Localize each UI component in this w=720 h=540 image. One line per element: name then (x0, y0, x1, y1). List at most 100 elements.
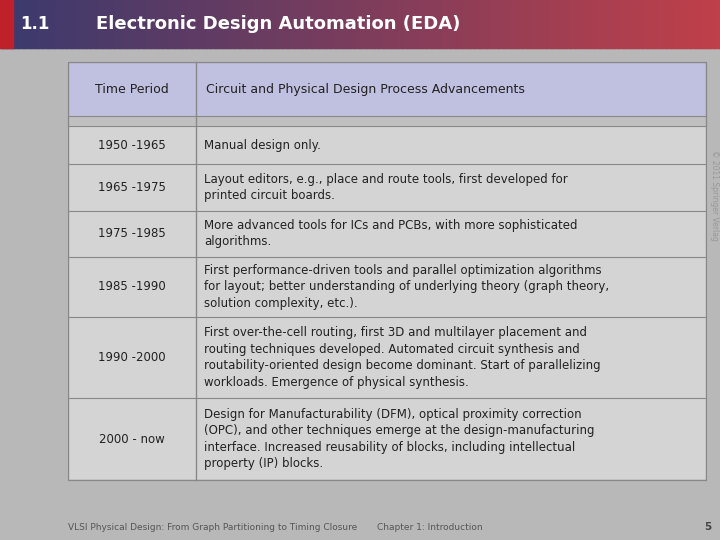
Bar (240, 0, 243, 48)
Bar (444, 0, 447, 48)
Bar (466, 0, 469, 48)
Bar (492, 0, 495, 48)
Bar (490, 0, 493, 48)
Bar (621, 0, 625, 48)
Bar (209, 0, 212, 48)
Bar (166, 0, 169, 48)
Bar (655, 0, 659, 48)
Bar (612, 0, 616, 48)
Bar (192, 0, 195, 48)
Bar (449, 0, 452, 48)
Bar (425, 0, 428, 48)
Bar (657, 0, 661, 48)
Bar (617, 0, 620, 48)
Bar (142, 0, 145, 48)
Bar (475, 0, 479, 48)
Bar (247, 0, 251, 48)
Bar (567, 0, 570, 48)
Bar (631, 0, 634, 48)
Bar (703, 0, 706, 48)
Bar (648, 0, 652, 48)
Bar (235, 0, 238, 48)
Bar (456, 0, 459, 48)
Text: Electronic Design Automation (EDA): Electronic Design Automation (EDA) (96, 15, 460, 33)
Bar (468, 0, 472, 48)
Bar (346, 0, 349, 48)
Bar (257, 0, 260, 48)
Bar (117, 0, 121, 48)
Bar (68, 317, 706, 399)
Bar (113, 0, 116, 48)
Bar (225, 0, 229, 48)
Bar (199, 0, 202, 48)
Bar (593, 0, 596, 48)
Bar (377, 0, 380, 48)
Bar (643, 0, 647, 48)
Bar (108, 0, 112, 48)
Bar (115, 0, 119, 48)
Bar (387, 0, 390, 48)
Bar (682, 0, 685, 48)
Bar (718, 0, 720, 48)
Bar (557, 0, 560, 48)
Bar (470, 0, 474, 48)
Bar (427, 0, 431, 48)
Bar (281, 0, 284, 48)
Bar (384, 0, 387, 48)
Bar (156, 0, 159, 48)
Bar (139, 0, 143, 48)
Bar (487, 0, 490, 48)
Bar (68, 126, 706, 164)
Bar (254, 0, 258, 48)
Bar (84, 0, 87, 48)
Bar (182, 0, 186, 48)
Bar (554, 0, 558, 48)
Bar (43, 0, 47, 48)
Bar (94, 0, 97, 48)
Bar (5, 0, 8, 48)
Bar (713, 0, 716, 48)
Bar (216, 0, 220, 48)
Bar (451, 0, 454, 48)
Bar (158, 0, 162, 48)
Bar (319, 0, 323, 48)
Bar (106, 0, 109, 48)
Bar (358, 0, 361, 48)
Bar (45, 0, 49, 48)
Bar (223, 0, 227, 48)
Bar (511, 0, 515, 48)
Bar (243, 0, 246, 48)
Bar (259, 0, 263, 48)
Bar (189, 0, 193, 48)
Bar (403, 0, 407, 48)
Bar (581, 0, 584, 48)
Bar (485, 0, 488, 48)
Bar (372, 0, 375, 48)
Bar (398, 0, 402, 48)
Bar (343, 0, 346, 48)
Bar (619, 0, 623, 48)
Bar (48, 0, 51, 48)
Bar (533, 0, 536, 48)
Bar (401, 0, 404, 48)
Bar (101, 0, 104, 48)
Bar (497, 0, 500, 48)
Bar (629, 0, 632, 48)
Bar (715, 0, 719, 48)
Bar (461, 0, 464, 48)
Bar (473, 0, 476, 48)
Bar (430, 0, 433, 48)
Bar (68, 399, 706, 480)
Bar (264, 0, 267, 48)
Bar (482, 0, 486, 48)
Bar (574, 0, 577, 48)
Bar (132, 0, 135, 48)
Text: 1990 -2000: 1990 -2000 (98, 351, 166, 364)
Bar (34, 0, 37, 48)
Bar (324, 0, 328, 48)
Bar (367, 0, 371, 48)
Bar (341, 0, 344, 48)
Bar (17, 0, 20, 48)
Bar (660, 0, 663, 48)
Bar (120, 0, 123, 48)
